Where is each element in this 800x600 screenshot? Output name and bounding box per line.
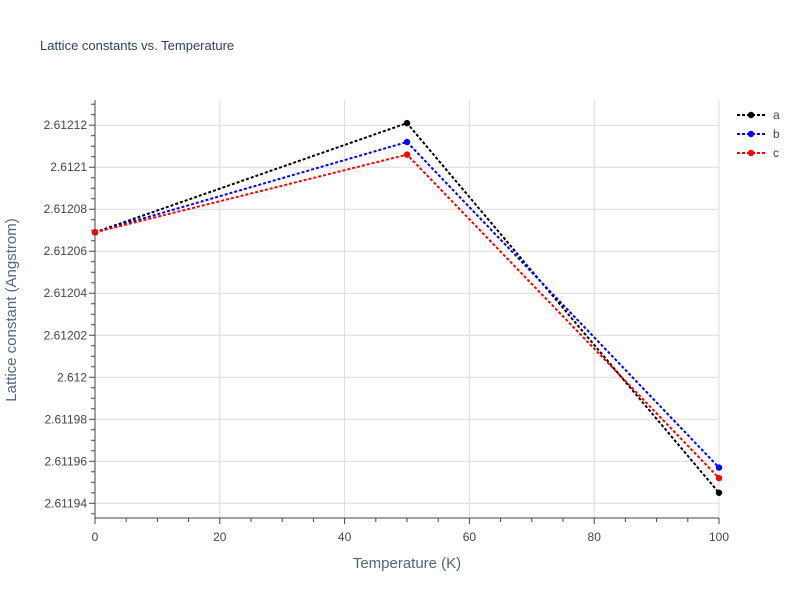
axes: 0 20 40 60 80 100 2.61194 2.61196 2.61198 2.612 2.… [44, 100, 729, 544]
data-point-b [715, 464, 723, 471]
legend-label: b [773, 127, 780, 141]
x-tick-label: 80 [588, 530, 602, 544]
y-tick-label: 2.61202 [44, 328, 88, 342]
y-tick-label: 2.61212 [44, 118, 88, 132]
x-tick-label: 40 [338, 530, 352, 544]
series-a [91, 119, 723, 496]
data-point-b [403, 138, 411, 146]
data-point-a [715, 489, 723, 496]
series-line-c [94, 153, 720, 479]
data-point-a [403, 119, 411, 127]
y-tick-label: 2.612 [57, 370, 87, 384]
legend-item-b[interactable]: b [737, 127, 780, 141]
x-axis-label: Temperature (K) [353, 555, 461, 572]
legend-label: a [773, 108, 780, 122]
y-tick-label: 2.61194 [45, 496, 88, 510]
x-tick-label: 0 [92, 530, 99, 544]
x-tick-label: 100 [709, 530, 729, 544]
plot-area [91, 119, 723, 496]
series-c [91, 151, 723, 482]
legend-item-a[interactable]: a [737, 108, 780, 122]
legend-label: c [773, 146, 779, 160]
legend-marker [747, 130, 755, 138]
legend-marker [747, 149, 755, 157]
legend[interactable]: abc [737, 108, 780, 160]
x-tick-label: 20 [213, 530, 227, 544]
y-tick-label: 2.61208 [44, 202, 88, 216]
x-tick-label: 60 [463, 530, 477, 544]
y-tick-label: 2.61198 [45, 412, 88, 426]
series-line-a [94, 121, 720, 494]
grid [95, 100, 720, 518]
y-axis-label: Lattice constant (Angstrom) [3, 218, 20, 401]
chart-title: Lattice constants vs. Temperature [40, 38, 234, 53]
y-tick-label: 2.61196 [45, 454, 88, 468]
y-tick-label: 2.61206 [44, 244, 88, 258]
y-tick-label: 2.6121 [50, 160, 87, 174]
series-b [91, 138, 723, 471]
legend-marker [747, 111, 755, 119]
data-point-c [91, 229, 99, 236]
series-line-b [94, 140, 720, 469]
legend-item-c[interactable]: c [737, 146, 779, 160]
data-point-c [715, 474, 723, 482]
y-tick-label: 2.61204 [44, 286, 88, 300]
data-point-c [403, 151, 411, 158]
